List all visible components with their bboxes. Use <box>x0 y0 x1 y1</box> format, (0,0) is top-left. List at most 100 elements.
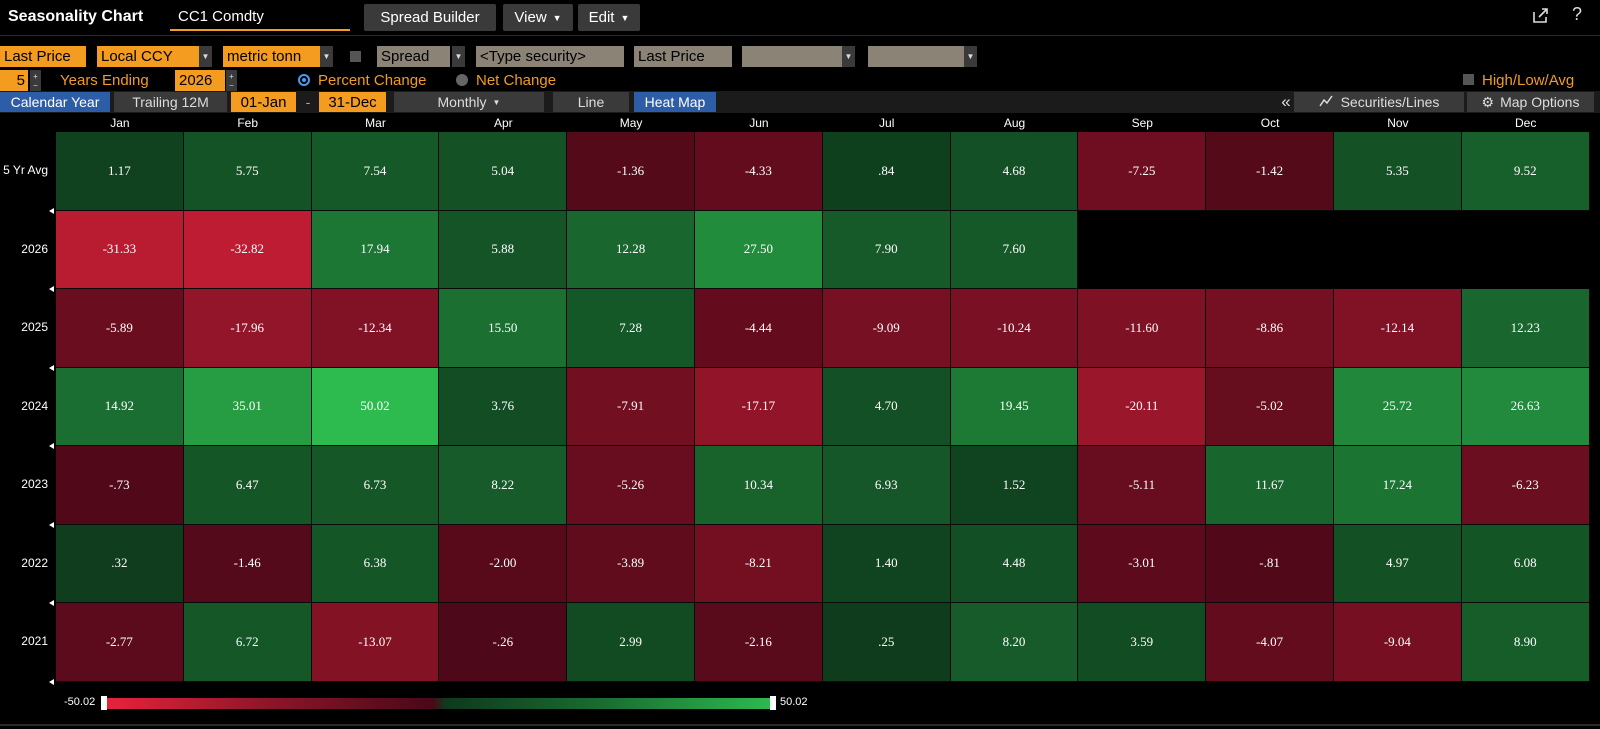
end-date-input[interactable]: 31-Dec <box>319 92 386 112</box>
heatmap-cell[interactable]: -5.89 <box>56 289 184 368</box>
spread-security-input[interactable]: <Type security> <box>476 46 624 67</box>
heatmap-cell[interactable]: 5.88 <box>439 210 568 289</box>
chevron-down-icon[interactable]: ▼ <box>452 46 465 67</box>
chevron-down-icon[interactable]: ▼ <box>320 46 333 67</box>
start-date-input[interactable]: 01-Jan <box>231 92 296 112</box>
years-count-input[interactable]: 5 <box>0 70 28 91</box>
heatmap-cell[interactable]: 17.24 <box>1334 446 1462 525</box>
year-end-input[interactable]: 2026 <box>175 70 225 91</box>
heatmap-cell[interactable]: 1.17 <box>56 132 184 211</box>
heatmap-cell[interactable]: -.73 <box>56 446 184 525</box>
heatmap-cell[interactable]: 8.22 <box>439 446 568 525</box>
heatmap-cell[interactable]: -4.33 <box>695 132 823 211</box>
heatmap-cell[interactable]: -32.82 <box>183 210 312 289</box>
heatmap-cell[interactable]: 50.02 <box>311 367 440 446</box>
heatmap-cell[interactable]: 2.99 <box>567 603 695 682</box>
high-low-avg-checkbox[interactable] <box>1463 74 1474 85</box>
edit-menu-button[interactable]: Edit ▼ <box>578 4 640 31</box>
spread-field-select[interactable]: Last Price <box>634 46 732 67</box>
heatmap-cell[interactable]: 3.76 <box>439 367 568 446</box>
help-icon[interactable]: ? <box>1572 4 1583 24</box>
heatmap-cell[interactable]: .32 <box>56 524 184 603</box>
heatmap-cell[interactable]: 5.04 <box>439 132 568 211</box>
heatmap-cell[interactable]: -13.07 <box>311 603 440 682</box>
heatmap-cell[interactable]: -2.77 <box>56 603 184 682</box>
heatmap-cell[interactable]: -6.23 <box>1461 446 1590 525</box>
heatmap-cell[interactable]: -1.42 <box>1206 132 1334 211</box>
period-select[interactable]: Monthly ▼ <box>394 92 544 112</box>
collapse-icon[interactable]: « <box>1281 92 1291 111</box>
heatmap-cell[interactable]: -12.34 <box>311 289 440 368</box>
heatmap-cell[interactable]: -3.89 <box>567 524 695 603</box>
heatmap-cell[interactable]: 14.92 <box>56 367 184 446</box>
percent-change-radio[interactable] <box>298 74 310 86</box>
heatmap-cell[interactable]: 4.68 <box>950 132 1079 211</box>
currency-select[interactable]: Local CCY <box>97 46 199 67</box>
heatmap-cell[interactable]: -4.07 <box>1206 603 1334 682</box>
tab-heat-map[interactable]: Heat Map <box>634 92 716 112</box>
heatmap-cell[interactable]: .25 <box>822 603 951 682</box>
heatmap-cell[interactable]: .84 <box>822 132 951 211</box>
heatmap-cell[interactable]: -5.26 <box>567 446 695 525</box>
heatmap-cell[interactable]: -7.91 <box>567 367 695 446</box>
heatmap-cell[interactable]: 11.67 <box>1206 446 1334 525</box>
heatmap-cell[interactable]: 1.52 <box>950 446 1079 525</box>
high-low-avg-label[interactable]: High/Low/Avg <box>1482 72 1575 89</box>
net-change-label[interactable]: Net Change <box>476 72 557 89</box>
heatmap-cell[interactable]: 9.52 <box>1461 132 1590 211</box>
tab-calendar-year[interactable]: Calendar Year <box>0 92 110 112</box>
heatmap-cell[interactable]: 17.94 <box>311 210 440 289</box>
scale-max-handle[interactable] <box>770 696 776 710</box>
heatmap-cell[interactable]: -7.25 <box>1078 132 1207 211</box>
spread-select[interactable]: Spread <box>377 46 450 67</box>
heatmap-cell[interactable]: 6.93 <box>822 446 951 525</box>
heatmap-cell[interactable]: 26.63 <box>1461 367 1590 446</box>
heatmap-cell[interactable]: 15.50 <box>439 289 568 368</box>
securities-lines-button[interactable]: Securities/Lines <box>1294 92 1464 112</box>
heatmap-cell[interactable]: -17.96 <box>183 289 312 368</box>
heatmap-cell[interactable]: -2.16 <box>695 603 823 682</box>
security-input[interactable] <box>170 4 350 31</box>
heatmap-cell[interactable]: 5.35 <box>1334 132 1462 211</box>
heatmap-cell[interactable]: -8.86 <box>1206 289 1334 368</box>
heatmap-cell[interactable]: -2.00 <box>439 524 568 603</box>
heatmap-cell[interactable]: -12.14 <box>1334 289 1462 368</box>
heatmap-cell[interactable]: -11.60 <box>1078 289 1207 368</box>
heatmap-cell[interactable]: 7.60 <box>950 210 1079 289</box>
heatmap-cell[interactable]: 5.75 <box>183 132 312 211</box>
heatmap-cell[interactable]: 6.38 <box>311 524 440 603</box>
tab-line[interactable]: Line <box>553 92 629 112</box>
scale-min-handle[interactable] <box>101 696 107 710</box>
heatmap-cell[interactable]: 6.72 <box>183 603 312 682</box>
heatmap-cell[interactable]: 7.28 <box>567 289 695 368</box>
heatmap-cell[interactable]: 4.70 <box>822 367 951 446</box>
net-change-radio[interactable] <box>456 74 468 86</box>
years-stepper[interactable]: + − <box>30 70 41 91</box>
spread-option-2[interactable] <box>868 46 964 67</box>
heatmap-cell[interactable]: 8.20 <box>950 603 1079 682</box>
heatmap-cell[interactable]: 3.59 <box>1078 603 1207 682</box>
heatmap-cell[interactable]: -10.24 <box>950 289 1079 368</box>
chevron-down-icon[interactable]: ▼ <box>842 46 855 67</box>
heatmap-cell[interactable]: 25.72 <box>1334 367 1462 446</box>
heatmap-cell[interactable]: 7.90 <box>822 210 951 289</box>
price-field-select[interactable]: Last Price <box>0 46 86 67</box>
view-menu-button[interactable]: View ▼ <box>503 4 573 31</box>
heatmap-cell[interactable]: 35.01 <box>183 367 312 446</box>
heatmap-cell[interactable]: -17.17 <box>695 367 823 446</box>
heatmap-cell[interactable]: 12.23 <box>1461 289 1590 368</box>
heatmap-cell[interactable]: -4.44 <box>695 289 823 368</box>
heatmap-cell[interactable]: 27.50 <box>695 210 823 289</box>
heatmap-cell[interactable]: -20.11 <box>1078 367 1207 446</box>
spread-builder-button[interactable]: Spread Builder <box>364 4 496 31</box>
heatmap-cell[interactable]: 12.28 <box>567 210 695 289</box>
map-options-button[interactable]: ⚙ Map Options <box>1467 92 1594 112</box>
heatmap-cell[interactable]: 6.08 <box>1461 524 1590 603</box>
tab-trailing-12m[interactable]: Trailing 12M <box>114 92 227 112</box>
heatmap-cell[interactable]: -5.11 <box>1078 446 1207 525</box>
heatmap-cell[interactable]: 7.54 <box>311 132 440 211</box>
heatmap-cell[interactable]: -.26 <box>439 603 568 682</box>
spread-option-1[interactable] <box>742 46 842 67</box>
year-end-stepper[interactable]: + − <box>226 70 237 91</box>
heatmap-cell[interactable]: -1.36 <box>567 132 695 211</box>
